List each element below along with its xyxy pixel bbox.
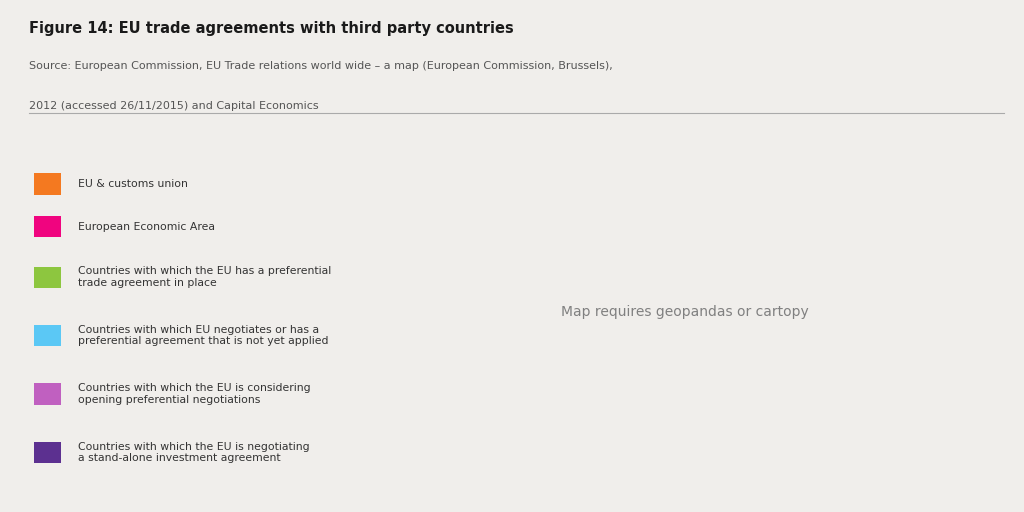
FancyBboxPatch shape xyxy=(34,325,61,346)
Text: Figure 14: EU trade agreements with third party countries: Figure 14: EU trade agreements with thir… xyxy=(29,21,513,36)
Text: Countries with which the EU has a preferential
trade agreement in place: Countries with which the EU has a prefer… xyxy=(78,267,331,288)
Text: Countries with which EU negotiates or has a
preferential agreement that is not y: Countries with which EU negotiates or ha… xyxy=(78,325,329,347)
Text: Map requires geopandas or cartopy: Map requires geopandas or cartopy xyxy=(561,305,809,319)
FancyBboxPatch shape xyxy=(34,267,61,288)
Text: 2012 (accessed 26/11/2015) and Capital Economics: 2012 (accessed 26/11/2015) and Capital E… xyxy=(29,101,318,111)
Text: Countries with which the EU is negotiating
a stand-alone investment agreement: Countries with which the EU is negotiati… xyxy=(78,442,309,463)
Text: EU & customs union: EU & customs union xyxy=(78,179,187,189)
FancyBboxPatch shape xyxy=(34,173,61,195)
Text: Source: European Commission, EU Trade relations world wide – a map (European Com: Source: European Commission, EU Trade re… xyxy=(29,61,612,71)
FancyBboxPatch shape xyxy=(34,383,61,404)
FancyBboxPatch shape xyxy=(34,442,61,463)
FancyBboxPatch shape xyxy=(34,216,61,238)
Text: Countries with which the EU is considering
opening preferential negotiations: Countries with which the EU is consideri… xyxy=(78,383,310,405)
Text: European Economic Area: European Economic Area xyxy=(78,222,215,232)
